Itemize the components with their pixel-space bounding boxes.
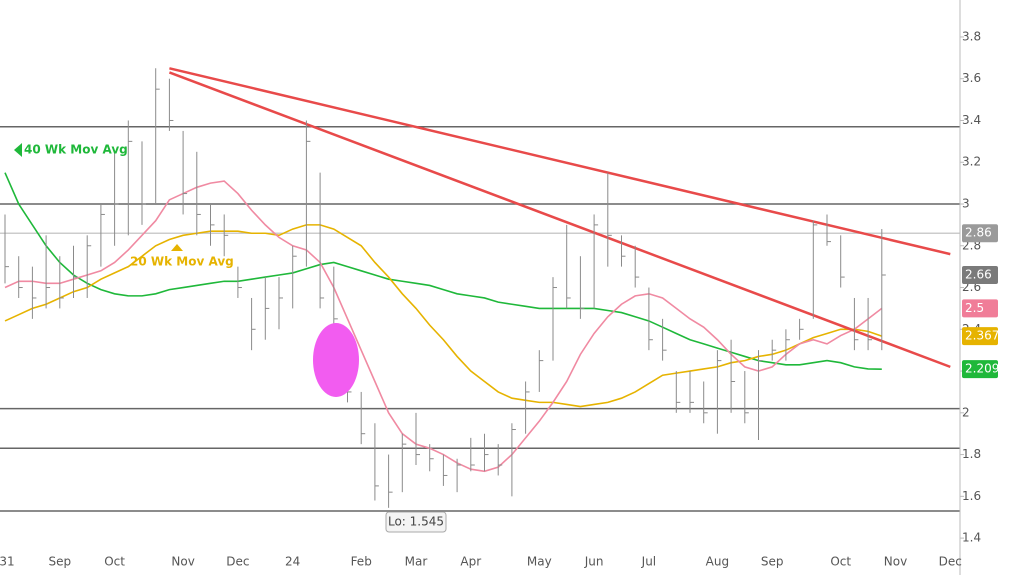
price-label: 2.66 xyxy=(965,268,992,282)
x-tick-label: Jul xyxy=(641,555,656,569)
x-tick-label: Sep xyxy=(761,555,784,569)
x-tick-label: May xyxy=(527,555,552,569)
highlight-ellipse xyxy=(313,323,359,397)
low-label-box xyxy=(385,511,447,533)
annotation: 40 Wk Mov Avg xyxy=(24,143,128,157)
x-tick-label: Feb xyxy=(351,555,372,569)
trendline xyxy=(168,71,951,369)
annotation: 20 Wk Mov Avg xyxy=(130,255,234,269)
x-tick-label: Apr xyxy=(460,555,481,569)
y-tick-label: 3.6 xyxy=(962,71,981,85)
x-tick-label: /31 xyxy=(0,555,15,569)
x-tick-label: Sep xyxy=(48,555,71,569)
y-tick-label: 3.8 xyxy=(962,29,981,43)
moving-average xyxy=(4,224,883,408)
price-label-box xyxy=(962,360,998,379)
price-label-box xyxy=(962,299,998,318)
x-tick-label: Mar xyxy=(405,555,428,569)
x-tick-label: 24 xyxy=(285,555,300,569)
x-tick-label: Nov xyxy=(884,555,907,569)
y-tick-label: 3 xyxy=(962,197,970,211)
x-tick-label: Aug xyxy=(706,555,729,569)
x-tick-label: Dec xyxy=(226,555,249,569)
price-label-box xyxy=(962,224,998,243)
annotation-arrow xyxy=(14,143,22,157)
y-tick-label: 2 xyxy=(962,405,970,419)
y-tick-label: 1.4 xyxy=(962,531,981,545)
x-tick-label: Nov xyxy=(171,555,194,569)
price-label-box xyxy=(962,327,998,346)
y-tick-label: 1.6 xyxy=(962,489,981,503)
price-label: 2.209 xyxy=(965,362,999,376)
price-label: 2.367 xyxy=(965,329,999,343)
price-label: 2.86 xyxy=(965,226,992,240)
y-tick-label: 3.2 xyxy=(962,155,981,169)
x-tick-label: Oct xyxy=(104,555,125,569)
price-label: 2.5 xyxy=(965,301,984,315)
annotation-arrow xyxy=(171,244,183,251)
price-label-box xyxy=(962,266,998,284)
plot-area xyxy=(0,67,960,512)
y-tick-label: 1.8 xyxy=(962,447,981,461)
x-tick-label: Jun xyxy=(584,555,604,569)
x-tick-label: Dec xyxy=(939,555,962,569)
x-tick-label: Oct xyxy=(830,555,851,569)
y-tick-label: 3.4 xyxy=(962,113,981,127)
moving-average xyxy=(4,172,882,370)
low-label: Lo: 1.545 xyxy=(388,515,444,529)
trendline xyxy=(169,67,951,256)
